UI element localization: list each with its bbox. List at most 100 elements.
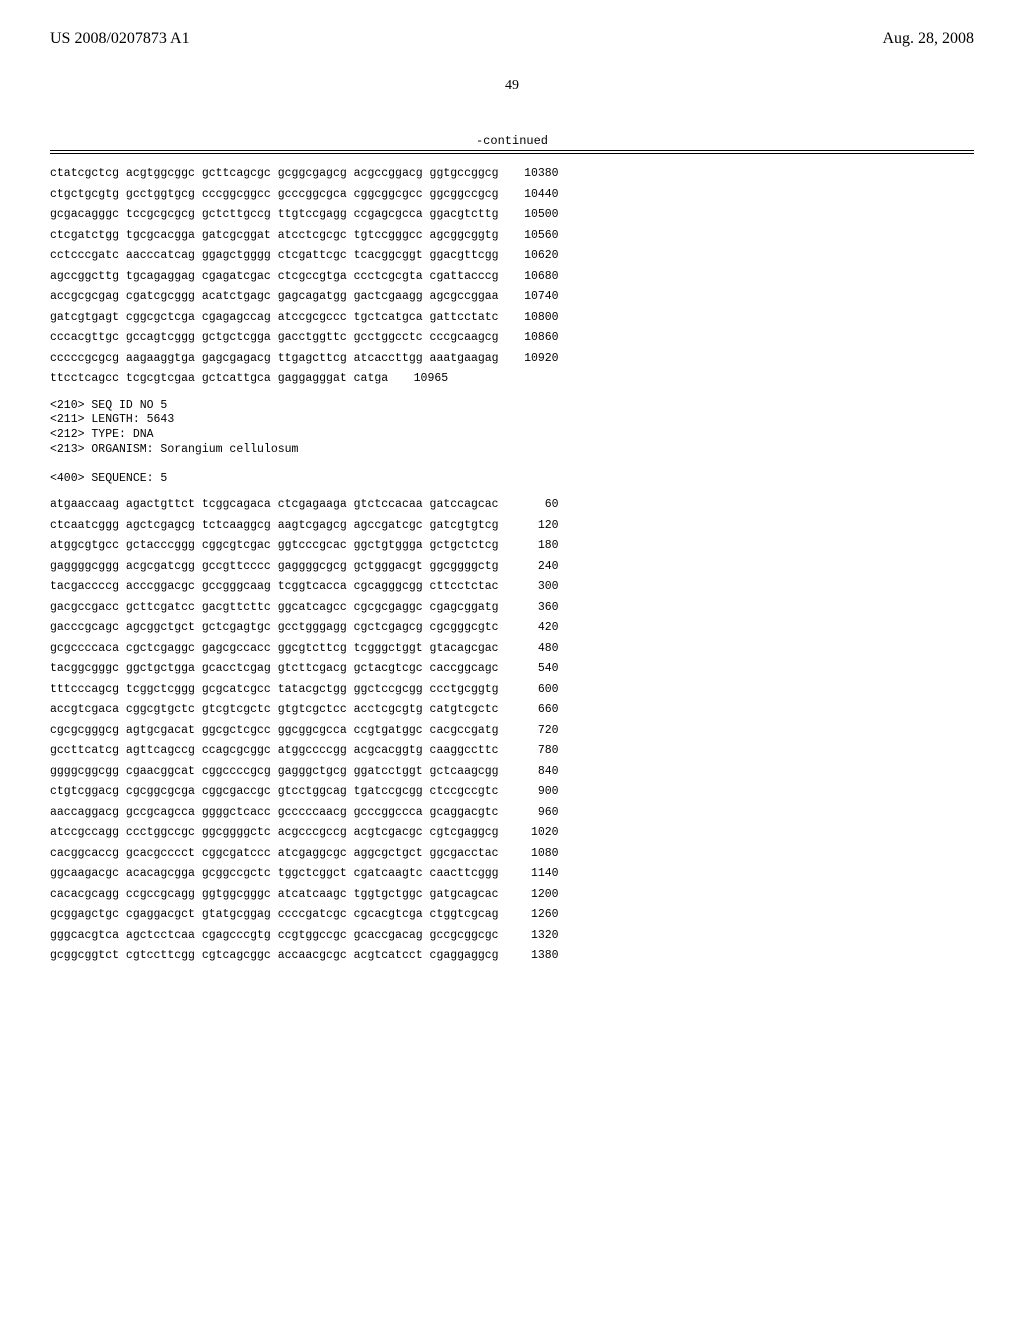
sequence-text: cgcgcgggcg agtgcgacat ggcgctcgcc ggcggcg…	[50, 725, 499, 737]
sequence-position: 780	[517, 745, 559, 757]
sequence-position: 10440	[517, 189, 559, 201]
sequence-text: gacccgcagc agcggctgct gctcgagtgc gcctggg…	[50, 622, 499, 634]
sequence-line: gacgccgacc gcttcgatcc gacgttcttc ggcatca…	[50, 602, 974, 614]
sequence-position: 120	[517, 520, 559, 532]
sequence-line: gccttcatcg agttcagccg ccagcgcggc atggccc…	[50, 745, 974, 757]
sequence-line: aaccaggacg gccgcagcca ggggctcacc gccccca…	[50, 807, 974, 819]
sequence-header: <210> SEQ ID NO 5 <211> LENGTH: 5643 <21…	[50, 399, 974, 459]
sequence-line: tttcccagcg tcggctcggg gcgcatcgcc tatacgc…	[50, 684, 974, 696]
sequence-line: agccggcttg tgcagaggag cgagatcgac ctcgccg…	[50, 271, 974, 283]
sequence-text: agccggcttg tgcagaggag cgagatcgac ctcgccg…	[50, 271, 499, 283]
sequence-text: cccccgcgcg aagaaggtga gagcgagacg ttgagct…	[50, 353, 499, 365]
sequence-line: atccgccagg ccctggccgc ggcggggctc acgcccg…	[50, 827, 974, 839]
sequence-position: 10860	[517, 332, 559, 344]
seq-length-line: <211> LENGTH: 5643	[50, 413, 974, 428]
sequence-text: ctatcgctcg acgtggcggc gcttcagcgc gcggcga…	[50, 168, 499, 180]
sequence-position: 10680	[517, 271, 559, 283]
sequence-line: gcggagctgc cgaggacgct gtatgcggag ccccgat…	[50, 909, 974, 921]
sequence-label: <400> SEQUENCE: 5	[50, 472, 974, 485]
sequence-position: 180	[517, 540, 559, 552]
sequence-line: gaggggcggg acgcgatcgg gccgttcccc gaggggc…	[50, 561, 974, 573]
sequence-position: 10740	[517, 291, 559, 303]
patent-number: US 2008/0207873 A1	[50, 30, 190, 48]
sequence-position: 900	[517, 786, 559, 798]
sequence-text: tacgaccccg acccggacgc gccgggcaag tcggtca…	[50, 581, 499, 593]
sequence-text: ctgtcggacg cgcggcgcga cggcgaccgc gtcctgg…	[50, 786, 499, 798]
sequence-text: atggcgtgcc gctacccggg cggcgtcgac ggtcccg…	[50, 540, 499, 552]
sequence-position: 540	[517, 663, 559, 675]
sequence-position: 10380	[517, 168, 559, 180]
sequence-text: gcggcggtct cgtccttcgg cgtcagcggc accaacg…	[50, 950, 499, 962]
sequence-text: ttcctcagcc tcgcgtcgaa gctcattgca gaggagg…	[50, 373, 388, 385]
sequence-line: ctcaatcggg agctcgagcg tctcaaggcg aagtcga…	[50, 520, 974, 532]
sequence-position: 1140	[517, 868, 559, 880]
sequence-line: gcgacagggc tccgcgcgcg gctcttgccg ttgtccg…	[50, 209, 974, 221]
sequence-line: gcggcggtct cgtccttcgg cgtcagcggc accaacg…	[50, 950, 974, 962]
sequence-position: 1080	[517, 848, 559, 860]
sequence-position: 360	[517, 602, 559, 614]
sequence-text: ctgctgcgtg gcctggtgcg cccggcggcc gcccggc…	[50, 189, 499, 201]
sequence-text: cacacgcagg ccgccgcagg ggtggcgggc atcatca…	[50, 889, 499, 901]
sequence-line: ggggcggcgg cgaacggcat cggccccgcg gagggct…	[50, 766, 974, 778]
sequence-text: tttcccagcg tcggctcggg gcgcatcgcc tatacgc…	[50, 684, 499, 696]
sequence-text: ggggcggcgg cgaacggcat cggccccgcg gagggct…	[50, 766, 499, 778]
sequence-text: atgaaccaag agactgttct tcggcagaca ctcgaga…	[50, 499, 499, 511]
sequence-line: atgaaccaag agactgttct tcggcagaca ctcgaga…	[50, 499, 974, 511]
sequence-line: tacgaccccg acccggacgc gccgggcaag tcggtca…	[50, 581, 974, 593]
sequence-position: 600	[517, 684, 559, 696]
sequence-text: tacggcgggc ggctgctgga gcacctcgag gtcttcg…	[50, 663, 499, 675]
sequence-position: 420	[517, 622, 559, 634]
sequence-position: 840	[517, 766, 559, 778]
sequence-text: cacggcaccg gcacgcccct cggcgatccc atcgagg…	[50, 848, 499, 860]
divider-top	[50, 150, 974, 151]
sequence-block-2: atgaaccaag agactgttct tcggcagaca ctcgaga…	[50, 499, 974, 962]
sequence-line: cgcgcgggcg agtgcgacat ggcgctcgcc ggcggcg…	[50, 725, 974, 737]
sequence-block-1: ctatcgctcg acgtggcggc gcttcagcgc gcggcga…	[50, 168, 974, 385]
sequence-position: 1260	[517, 909, 559, 921]
sequence-text: ggcaagacgc acacagcgga gcggccgctc tggctcg…	[50, 868, 499, 880]
sequence-line: tacggcgggc ggctgctgga gcacctcgag gtcttcg…	[50, 663, 974, 675]
sequence-line: cctcccgatc aacccatcag ggagctgggg ctcgatt…	[50, 250, 974, 262]
sequence-text: accgtcgaca cggcgtgctc gtcgtcgctc gtgtcgc…	[50, 704, 499, 716]
sequence-line: cacacgcagg ccgccgcagg ggtggcgggc atcatca…	[50, 889, 974, 901]
sequence-position: 10800	[517, 312, 559, 324]
sequence-text: ctcaatcggg agctcgagcg tctcaaggcg aagtcga…	[50, 520, 499, 532]
sequence-position: 10500	[517, 209, 559, 221]
sequence-position: 1020	[517, 827, 559, 839]
sequence-text: cccacgttgc gccagtcggg gctgctcgga gacctgg…	[50, 332, 499, 344]
sequence-position: 240	[517, 561, 559, 573]
sequence-position: 1320	[517, 930, 559, 942]
sequence-text: gggcacgtca agctcctcaa cgagcccgtg ccgtggc…	[50, 930, 499, 942]
sequence-line: ctcgatctgg tgcgcacgga gatcgcggat atcctcg…	[50, 230, 974, 242]
sequence-position: 720	[517, 725, 559, 737]
sequence-position: 10560	[517, 230, 559, 242]
sequence-line: cccacgttgc gccagtcggg gctgctcgga gacctgg…	[50, 332, 974, 344]
sequence-text: gcggagctgc cgaggacgct gtatgcggag ccccgat…	[50, 909, 499, 921]
sequence-line: accgtcgaca cggcgtgctc gtcgtcgctc gtgtcgc…	[50, 704, 974, 716]
sequence-position: 10965	[406, 373, 448, 385]
sequence-text: ctcgatctgg tgcgcacgga gatcgcggat atcctcg…	[50, 230, 499, 242]
sequence-text: cctcccgatc aacccatcag ggagctgggg ctcgatt…	[50, 250, 499, 262]
sequence-line: ctatcgctcg acgtggcggc gcttcagcgc gcggcga…	[50, 168, 974, 180]
sequence-line: gggcacgtca agctcctcaa cgagcccgtg ccgtggc…	[50, 930, 974, 942]
sequence-position: 60	[517, 499, 559, 511]
sequence-line: ctgtcggacg cgcggcgcga cggcgaccgc gtcctgg…	[50, 786, 974, 798]
patent-date: Aug. 28, 2008	[882, 30, 974, 48]
divider-bottom	[50, 153, 974, 154]
sequence-text: gcgacagggc tccgcgcgcg gctcttgccg ttgtccg…	[50, 209, 499, 221]
sequence-text: accgcgcgag cgatcgcggg acatctgagc gagcaga…	[50, 291, 499, 303]
sequence-line: cccccgcgcg aagaaggtga gagcgagacg ttgagct…	[50, 353, 974, 365]
sequence-position: 300	[517, 581, 559, 593]
sequence-text: gatcgtgagt cggcgctcga cgagagccag atccgcg…	[50, 312, 499, 324]
seq-organism-line: <213> ORGANISM: Sorangium cellulosum	[50, 443, 974, 458]
sequence-position: 960	[517, 807, 559, 819]
sequence-line: ggcaagacgc acacagcgga gcggccgctc tggctcg…	[50, 868, 974, 880]
sequence-line: ctgctgcgtg gcctggtgcg cccggcggcc gcccggc…	[50, 189, 974, 201]
sequence-line: accgcgcgag cgatcgcggg acatctgagc gagcaga…	[50, 291, 974, 303]
sequence-line: ttcctcagcc tcgcgtcgaa gctcattgca gaggagg…	[50, 373, 974, 385]
continued-label: -continued	[50, 134, 974, 148]
sequence-line: cacggcaccg gcacgcccct cggcgatccc atcgagg…	[50, 848, 974, 860]
sequence-position: 480	[517, 643, 559, 655]
sequence-line: gacccgcagc agcggctgct gctcgagtgc gcctggg…	[50, 622, 974, 634]
sequence-line: gatcgtgagt cggcgctcga cgagagccag atccgcg…	[50, 312, 974, 324]
